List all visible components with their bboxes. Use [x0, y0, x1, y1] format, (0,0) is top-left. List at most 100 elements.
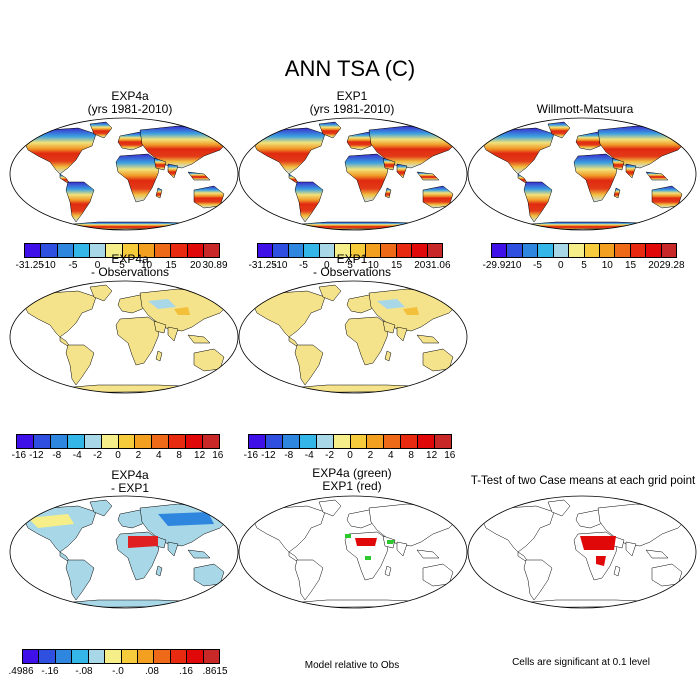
colorbar-tick-label: 4	[388, 450, 394, 461]
colorbar-swatch	[350, 244, 366, 257]
note-model-relative: Model relative to Obs	[304, 660, 400, 671]
colorbar-tick-label: .4986	[8, 666, 34, 677]
panel-title-ttest: T-Test of two Case means at each grid po…	[466, 475, 700, 488]
colorbar-tick-label: 0	[557, 260, 564, 271]
colorbar-swatch	[57, 244, 74, 257]
colorbar-exp4a	[24, 243, 220, 258]
colorbar-swatch	[187, 244, 204, 257]
colorbar-tick-label: -10	[41, 260, 56, 271]
colorbar-swatch	[84, 435, 102, 448]
colorbar-tick-label: 5	[347, 260, 353, 271]
colorbar-swatch	[90, 244, 107, 257]
colorbar-swatch	[384, 435, 402, 448]
colorbar-swatch	[412, 244, 428, 257]
colorbar-swatch	[170, 650, 188, 663]
colorbar-swatch	[118, 435, 136, 448]
colorbar-tick-label: 12	[194, 450, 206, 461]
colorbar-swatch	[365, 244, 382, 257]
map-exp1	[238, 117, 468, 231]
colorbar-labels-observations: -29.92 -10 -5 0 5 10 15 20 29.28	[482, 260, 684, 272]
colorbar-tick-label: 10	[367, 260, 379, 271]
colorbar-swatch	[39, 650, 56, 663]
map-exp1-minus-obs	[238, 280, 468, 394]
map-exp4a-minus-exp1	[9, 495, 239, 609]
panel-title-line1: EXP1	[336, 89, 368, 103]
colorbar-tick-label: 16	[212, 450, 224, 461]
colorbar-tick-label: 5	[119, 260, 125, 271]
colorbar-swatch	[23, 650, 40, 663]
colorbar-tick-label: -10	[273, 260, 288, 271]
colorbar-swatch	[265, 435, 283, 448]
colorbar-tick-label: 20	[648, 260, 660, 271]
map-exp4a	[9, 117, 239, 231]
colorbar-swatch	[50, 435, 68, 448]
colorbar-tick-label: 0	[94, 260, 101, 271]
colorbar-swatch	[154, 650, 171, 663]
colorbar-swatch	[203, 650, 220, 663]
colorbar-tick-label: 29.28	[659, 260, 685, 271]
colorbar-tick-label: -31.25	[15, 260, 44, 271]
colorbar-swatch	[155, 244, 172, 257]
colorbar-tick-label: 0	[347, 450, 353, 461]
colorbar-swatch	[138, 244, 155, 257]
colorbar-swatch	[584, 244, 600, 257]
panel-title-exp4a: EXP4a (yrs 1981-2010)	[15, 90, 245, 116]
colorbar-observations	[491, 243, 677, 258]
colorbar-tick-label: .16	[179, 666, 193, 677]
colorbar-swatch	[538, 244, 554, 257]
colorbar-swatch	[186, 435, 204, 448]
map-green-red-significance	[238, 495, 468, 609]
note-significance: Cells are significant at 0.1 level	[512, 657, 650, 668]
colorbar-tick-label: -16	[243, 450, 259, 461]
colorbar-swatch	[599, 244, 616, 257]
colorbar-swatch	[507, 244, 523, 257]
colorbar-tick-label: 12	[426, 450, 438, 461]
colorbar-swatch	[316, 435, 334, 448]
colorbar-swatch	[273, 244, 289, 257]
colorbar-tick-label: -16	[11, 450, 27, 461]
panel-title-line2: (yrs 1981-2010)	[309, 102, 395, 116]
colorbar-tick-label: -8	[284, 450, 294, 461]
colorbar-swatch	[88, 650, 106, 663]
colorbar-tick-label: 16	[444, 450, 456, 461]
colorbar-swatch	[55, 650, 73, 663]
colorbar-swatch	[319, 244, 336, 257]
colorbar-swatch	[661, 244, 677, 257]
colorbar-tick-label: -5	[299, 260, 308, 271]
colorbar-swatch	[569, 244, 585, 257]
colorbar-swatch	[73, 244, 90, 257]
colorbar-swatch	[401, 435, 419, 448]
colorbar-swatch	[367, 435, 385, 448]
colorbar-swatch	[522, 244, 539, 257]
panel-title-line1: EXP4a	[111, 89, 149, 103]
colorbar-swatch	[418, 435, 436, 448]
colorbar-tick-label: -.08	[75, 666, 93, 677]
colorbar-tick-label: 2	[135, 450, 142, 461]
colorbar-swatch	[137, 650, 155, 663]
colorbar-tick-label: 8	[408, 450, 414, 461]
panel-title-exp1: EXP1 (yrs 1981-2010)	[237, 90, 467, 116]
colorbar-swatch	[492, 244, 508, 257]
colorbar-swatch	[350, 435, 368, 448]
colorbar-tick-label: -4	[72, 450, 82, 461]
colorbar-tick-label: -5	[68, 260, 78, 271]
colorbar-exp4a-exp1	[22, 649, 220, 664]
colorbar-tick-label: -12	[29, 450, 44, 461]
colorbar-tick-label: 8	[176, 450, 182, 461]
panel-title-line1: EXP4a (green)	[312, 466, 392, 480]
map-ttest	[467, 495, 697, 609]
colorbar-tick-label: 15	[390, 260, 403, 271]
colorbar-swatch	[288, 244, 305, 257]
colorbar-tick-label: -2	[325, 450, 335, 461]
colorbar-tick-label: 15	[165, 260, 177, 271]
colorbar-labels-exp4a: -31.25 -10 -5 0 5 10 15 20 30.89	[15, 260, 227, 272]
colorbar-tick-label: 5	[581, 260, 587, 271]
panel-title-line2: - EXP1	[110, 481, 149, 495]
panel-title-exp4a-obs: EXP4a - Observations	[15, 253, 245, 279]
panel-title-line1: EXP4a	[111, 468, 149, 482]
colorbar-swatch	[169, 435, 187, 448]
colorbar-tick-label: .8615	[202, 666, 228, 677]
colorbar-tick-label: 10	[601, 260, 613, 271]
panel-title-line1: Willmott-Matsuura	[536, 102, 634, 116]
colorbar-swatch	[258, 244, 274, 257]
